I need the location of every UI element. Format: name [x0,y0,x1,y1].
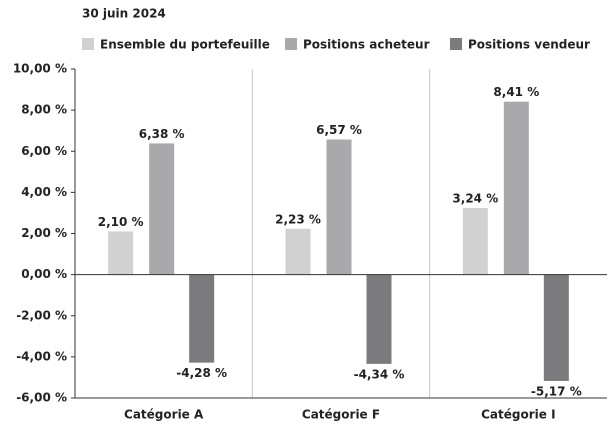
value-label: -4,34 % [354,367,405,381]
bar [366,274,392,364]
bar [543,274,569,381]
y-tick-label: -4,00 % [16,349,67,363]
y-tick-label: 0,00 % [21,267,67,281]
x-tick-label: Catégorie F [302,408,380,422]
y-tick-label: -6,00 % [16,391,67,405]
value-label: -4,28 % [176,366,227,380]
bar [503,101,529,275]
y-tick-label: 4,00 % [21,185,67,199]
value-label: 3,24 % [452,192,498,206]
value-label: -5,17 % [531,384,582,398]
bar [189,274,215,363]
legend-swatch [285,38,297,50]
y-tick-label: 10,00 % [13,62,67,76]
x-tick-label: Catégorie A [124,408,204,422]
bar [108,231,134,275]
bar [149,143,175,275]
value-label: 8,41 % [493,85,539,99]
legend-swatch [82,38,94,50]
value-label: 2,23 % [275,212,321,226]
legend-label: Ensemble du portefeuille [100,38,270,52]
bar [326,139,352,275]
bar [462,208,488,275]
legend-swatch [450,38,462,50]
y-tick-label: 8,00 % [21,103,67,117]
value-label: 6,38 % [139,127,185,141]
chart-title: 30 juin 2024 [82,7,166,21]
y-tick-label: 2,00 % [21,226,67,240]
legend-label: Positions vendeur [468,38,590,52]
y-tick-label: -2,00 % [16,308,67,322]
value-label: 6,57 % [316,123,362,137]
legend-label: Positions acheteur [303,38,430,52]
x-tick-label: Catégorie I [481,408,555,422]
bar [285,228,311,275]
y-tick-label: 6,00 % [21,144,67,158]
value-label: 2,10 % [98,215,144,229]
